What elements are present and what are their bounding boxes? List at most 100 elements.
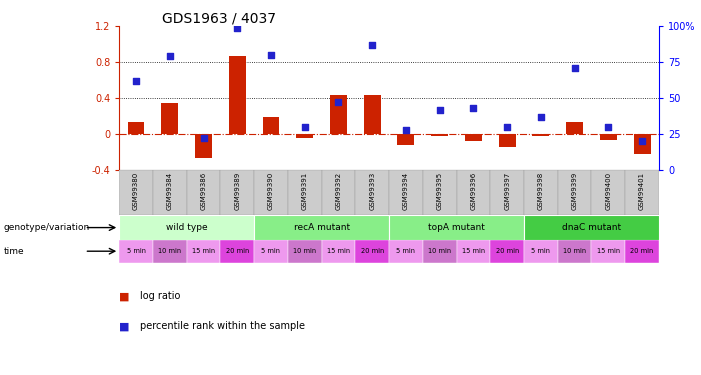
Bar xyxy=(119,240,153,262)
Bar xyxy=(355,240,389,262)
Bar xyxy=(634,134,651,154)
Text: time: time xyxy=(4,247,24,256)
Bar xyxy=(119,170,153,215)
Bar xyxy=(355,170,389,215)
Bar xyxy=(456,240,490,262)
Text: 10 min: 10 min xyxy=(158,248,182,254)
Bar xyxy=(119,215,254,240)
Text: 5 min: 5 min xyxy=(261,248,280,254)
Text: 10 min: 10 min xyxy=(563,248,586,254)
Text: topA mutant: topA mutant xyxy=(428,223,485,232)
Bar xyxy=(490,240,524,262)
Point xyxy=(637,138,648,144)
Text: recA mutant: recA mutant xyxy=(294,223,350,232)
Bar xyxy=(364,96,381,134)
Bar xyxy=(322,240,355,262)
Bar xyxy=(128,122,144,134)
Point xyxy=(333,99,344,105)
Bar xyxy=(153,170,186,215)
Point xyxy=(367,42,378,48)
Text: 20 min: 20 min xyxy=(630,248,654,254)
Bar xyxy=(600,134,617,140)
Bar xyxy=(389,170,423,215)
Text: GSM99399: GSM99399 xyxy=(571,172,578,210)
Point xyxy=(468,105,479,111)
Point xyxy=(231,25,243,31)
Text: GSM99397: GSM99397 xyxy=(504,172,510,210)
Text: 20 min: 20 min xyxy=(496,248,519,254)
Bar xyxy=(592,240,625,262)
Bar xyxy=(524,170,558,215)
Text: 20 min: 20 min xyxy=(360,248,384,254)
Text: GSM99386: GSM99386 xyxy=(200,172,207,210)
Text: GSM99396: GSM99396 xyxy=(470,172,477,210)
Text: dnaC mutant: dnaC mutant xyxy=(562,223,621,232)
Bar xyxy=(389,215,524,240)
Text: GSM99384: GSM99384 xyxy=(167,172,172,210)
Bar xyxy=(161,103,178,134)
Text: GDS1963 / 4037: GDS1963 / 4037 xyxy=(163,11,276,25)
Point xyxy=(130,78,142,84)
Bar xyxy=(625,170,659,215)
Bar xyxy=(297,134,313,138)
Bar xyxy=(220,170,254,215)
Bar xyxy=(566,122,583,134)
Text: percentile rank within the sample: percentile rank within the sample xyxy=(140,321,305,331)
Bar xyxy=(456,170,490,215)
Bar xyxy=(431,134,448,136)
Point xyxy=(434,106,445,112)
Text: GSM99380: GSM99380 xyxy=(133,172,139,210)
Text: wild type: wild type xyxy=(166,223,207,232)
Bar xyxy=(288,240,322,262)
Bar xyxy=(397,134,414,145)
Bar xyxy=(254,215,389,240)
Bar xyxy=(263,117,280,134)
Text: 15 min: 15 min xyxy=(327,248,350,254)
Bar xyxy=(498,134,515,147)
Point xyxy=(501,124,512,130)
Text: 20 min: 20 min xyxy=(226,248,249,254)
Bar xyxy=(186,170,220,215)
Point xyxy=(536,114,547,120)
Point xyxy=(164,54,175,60)
Point xyxy=(198,135,209,141)
Text: log ratio: log ratio xyxy=(140,291,181,301)
Bar xyxy=(625,240,659,262)
Text: GSM99395: GSM99395 xyxy=(437,172,442,210)
Bar xyxy=(423,240,456,262)
Text: 5 min: 5 min xyxy=(397,248,416,254)
Bar xyxy=(229,56,245,134)
Bar xyxy=(592,170,625,215)
Text: GSM99400: GSM99400 xyxy=(606,172,611,210)
Bar xyxy=(524,215,659,240)
Bar xyxy=(254,240,288,262)
Bar xyxy=(322,170,355,215)
Text: GSM99392: GSM99392 xyxy=(336,172,341,210)
Bar xyxy=(465,134,482,141)
Text: ■: ■ xyxy=(119,291,130,301)
Bar xyxy=(558,170,592,215)
Bar xyxy=(533,134,550,136)
Text: 10 min: 10 min xyxy=(428,248,451,254)
Text: genotype/variation: genotype/variation xyxy=(4,223,90,232)
Text: 15 min: 15 min xyxy=(597,248,620,254)
Point xyxy=(400,127,411,133)
Text: 10 min: 10 min xyxy=(293,248,316,254)
Bar xyxy=(558,240,592,262)
Point xyxy=(603,124,614,130)
Point xyxy=(299,124,311,130)
Text: 15 min: 15 min xyxy=(192,248,215,254)
Point xyxy=(266,52,277,58)
Text: GSM99398: GSM99398 xyxy=(538,172,544,210)
Bar xyxy=(288,170,322,215)
Bar xyxy=(153,240,186,262)
Text: GSM99393: GSM99393 xyxy=(369,172,375,210)
Text: GSM99391: GSM99391 xyxy=(301,172,308,210)
Bar xyxy=(330,96,347,134)
Text: ■: ■ xyxy=(119,321,130,331)
Bar xyxy=(389,240,423,262)
Text: GSM99394: GSM99394 xyxy=(403,172,409,210)
Text: 5 min: 5 min xyxy=(127,248,146,254)
Text: 15 min: 15 min xyxy=(462,248,485,254)
Bar xyxy=(186,240,220,262)
